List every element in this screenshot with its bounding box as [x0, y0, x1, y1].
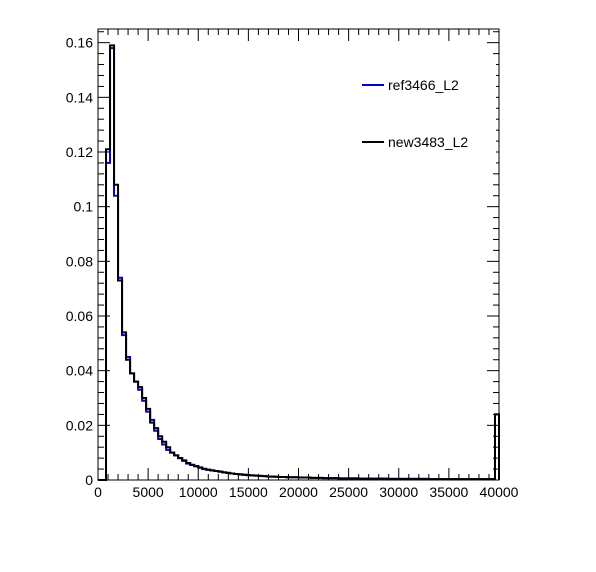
- y-tick-label: 0.06: [66, 308, 93, 324]
- data-series: [98, 44, 500, 481]
- y-tick-label: 0: [85, 472, 93, 488]
- series-line-new3483_L2: [98, 44, 500, 481]
- x-tick-label: 20000: [279, 484, 318, 500]
- legend: ref3466_L2 new3483_L2: [356, 62, 496, 166]
- x-tick-label: 25000: [329, 484, 368, 500]
- x-tick-label: 0: [94, 484, 102, 500]
- x-tick-label: 15000: [229, 484, 268, 500]
- legend-box: [356, 62, 496, 166]
- x-tick-label: 40000: [480, 484, 519, 500]
- x-tick-label: 10000: [179, 484, 218, 500]
- legend-label-ref3466: ref3466_L2: [388, 77, 459, 93]
- x-tick-label: 30000: [379, 484, 418, 500]
- x-tick-label: 35000: [429, 484, 468, 500]
- y-tick-label: 0.08: [66, 253, 93, 269]
- y-tick-label: 0.16: [66, 35, 93, 51]
- y-tick-label: 0.12: [66, 144, 93, 160]
- y-tick-label: 0.02: [66, 417, 93, 433]
- legend-label-new3483: new3483_L2: [388, 134, 468, 150]
- y-tick-label: 0.04: [66, 363, 93, 379]
- x-tick-label: 5000: [133, 484, 164, 500]
- y-tick-label: 0.1: [74, 199, 94, 215]
- y-tick-label: 0.14: [66, 89, 93, 105]
